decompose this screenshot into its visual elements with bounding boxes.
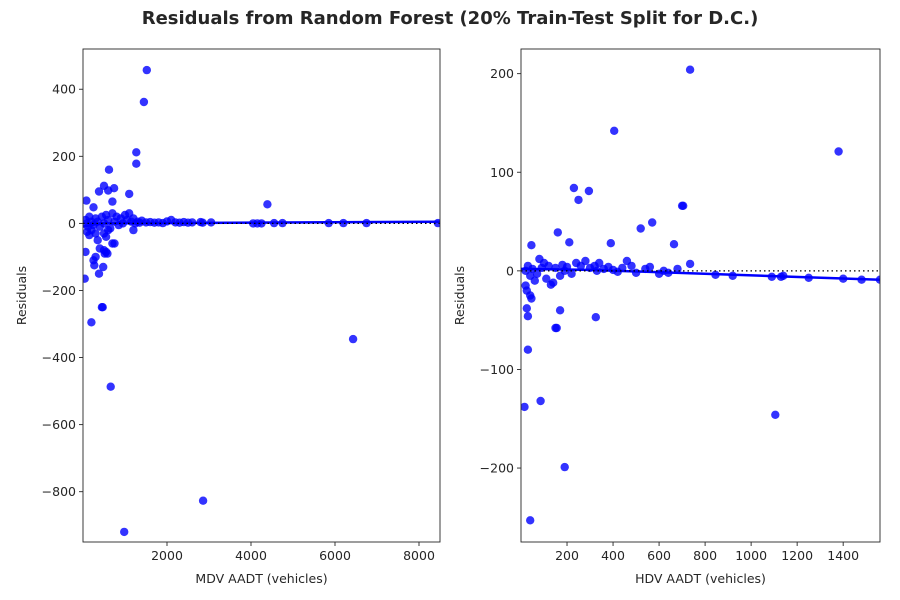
- data-point: [98, 303, 107, 312]
- data-point: [106, 382, 115, 391]
- x-tick-label: 4000: [235, 548, 267, 563]
- data-point: [101, 232, 111, 241]
- y-tick-label: 200: [52, 149, 76, 164]
- data-point: [110, 239, 119, 248]
- data-point: [99, 262, 108, 272]
- data-point: [91, 252, 100, 262]
- y-tick-label: 400: [52, 82, 76, 97]
- data-point: [90, 261, 99, 270]
- x-tick-label: 8000: [403, 548, 435, 563]
- data-point: [94, 269, 104, 278]
- axes-frame: [82, 48, 441, 543]
- data-point: [142, 65, 151, 75]
- data-point: [263, 200, 272, 209]
- data-point: [104, 165, 114, 174]
- figure-title: Residuals from Random Forest (20% Train-…: [141, 8, 759, 29]
- data-point: [89, 203, 98, 212]
- x-axis-label: MDV AADT (vehicles): [195, 571, 327, 586]
- data-point: [120, 527, 129, 537]
- data-point: [129, 225, 138, 235]
- x-tick-label: 6000: [319, 548, 351, 563]
- data-point: [132, 159, 141, 168]
- y-tick-label: −400: [42, 350, 76, 365]
- data-point: [103, 249, 112, 258]
- data-point: [87, 318, 96, 327]
- data-point: [83, 247, 90, 257]
- data-point: [108, 197, 117, 206]
- y-axis-label: Residuals: [14, 266, 29, 325]
- y-tick-label: −600: [42, 417, 76, 432]
- data-point: [94, 187, 104, 196]
- data-point: [83, 274, 89, 283]
- data-point: [104, 186, 113, 195]
- x-tick-label: 2000: [151, 548, 183, 563]
- plot-area: [83, 65, 440, 537]
- y-tick-label: −200: [42, 283, 76, 298]
- data-point: [104, 225, 113, 235]
- y-tick-label: −800: [42, 484, 76, 499]
- data-point: [132, 148, 141, 157]
- data-point: [125, 189, 134, 199]
- data-point: [198, 496, 208, 505]
- data-point: [83, 196, 91, 205]
- y-tick-label: 0: [68, 216, 76, 231]
- data-point: [139, 97, 149, 107]
- data-point: [91, 229, 100, 238]
- data-point: [348, 334, 358, 344]
- lowess-trend-line: [83, 220, 440, 228]
- data-point: [93, 236, 102, 245]
